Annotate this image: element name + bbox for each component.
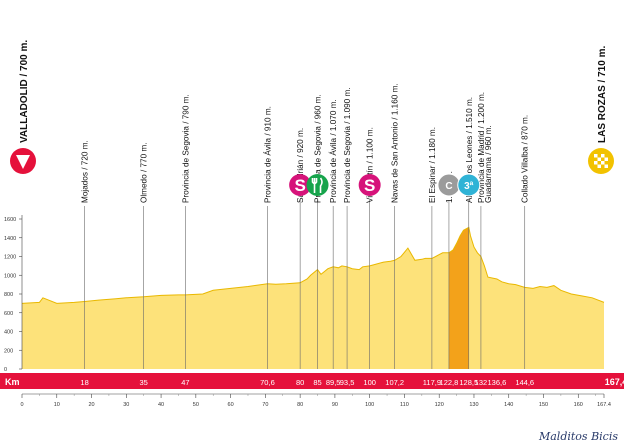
x-tick-label: 30 bbox=[123, 402, 129, 408]
checkered-square bbox=[604, 157, 608, 161]
landmark-label: Mojados / 720 m. bbox=[81, 140, 90, 203]
checkered-square bbox=[594, 161, 598, 165]
km-band-value: 47 bbox=[181, 378, 189, 387]
checkered-square bbox=[597, 157, 601, 161]
landmark-label: Guadarrama / 960 m. bbox=[484, 125, 493, 203]
checkered-square bbox=[604, 164, 608, 168]
y-tick-label: 1400 bbox=[4, 236, 16, 242]
y-tick-label: 1000 bbox=[4, 273, 16, 279]
sprint-marker-label: S bbox=[294, 176, 305, 195]
km-band-value: 89,5 bbox=[326, 378, 341, 387]
landmark-label: Provincia de Segovia / 960 m. bbox=[314, 94, 323, 203]
landmark-label: Provincia de Ávila / 910 m. bbox=[262, 106, 272, 203]
km-band-value: 136,6 bbox=[488, 378, 507, 387]
landmark-label: Navas de San Antonio / 1.160 m. bbox=[391, 83, 400, 203]
km-band-value: 122,8 bbox=[440, 378, 459, 387]
landmark-label: Olmedo / 770 m. bbox=[140, 142, 149, 203]
y-axis: 0 200 400 600 800 1000 1200 1400 1600 bbox=[4, 215, 23, 373]
landmark-label: Provincia de Ávila / 1.070 m. bbox=[328, 99, 338, 203]
landmark-label: Sanchidrián / 920 m. bbox=[296, 128, 305, 203]
km-band-value: 128,5 bbox=[459, 378, 478, 387]
landmark-label: El Espinar / 1.180 m. bbox=[428, 127, 437, 203]
finish-label: LAS ROZAS / 710 m. bbox=[597, 46, 608, 143]
climb-shade bbox=[448, 227, 469, 369]
x-tick-label: 80 bbox=[297, 402, 303, 408]
landmark-label: Collado Villalba / 870 m. bbox=[521, 115, 530, 203]
km-band-value: 107,2 bbox=[385, 378, 404, 387]
y-tick-label: 1200 bbox=[4, 255, 16, 261]
climb-marker-label: C bbox=[445, 181, 452, 192]
start-flag: VALLADOLID / 700 m. bbox=[10, 40, 36, 174]
start-arrow-icon bbox=[16, 155, 30, 169]
landmark-label: Provincia de Segovia / 790 m. bbox=[181, 94, 190, 203]
profile-fill bbox=[22, 227, 604, 369]
sprint-marker bbox=[289, 174, 312, 196]
y-tick-label: 200 bbox=[4, 348, 13, 354]
km-band-value: 100 bbox=[363, 378, 376, 387]
landmark-label: Villacastín / 1.100 m. bbox=[366, 127, 375, 203]
landmark-labels: Mojados / 720 m. Olmedo / 770 m. Provincia… bbox=[81, 83, 530, 369]
checkered-square bbox=[601, 154, 605, 158]
y-tick-label: 800 bbox=[4, 292, 13, 298]
y-tick-label: 400 bbox=[4, 330, 13, 336]
checkered-square bbox=[597, 164, 601, 168]
km-band-value: 18 bbox=[80, 378, 88, 387]
x-axis: 0 10 20 30 40 50 60 70 80 90 100 110 120 130 140 150 160… bbox=[20, 393, 611, 408]
x-tick-label: 130 bbox=[469, 402, 478, 408]
x-tick-label: 167.4 bbox=[597, 402, 611, 408]
sprint-marker bbox=[358, 174, 381, 196]
km-band-value: 93,5 bbox=[340, 378, 355, 387]
x-tick-label: 60 bbox=[228, 402, 234, 408]
km-band-value: 117,9 bbox=[423, 378, 441, 387]
km-band-value: 167,4 bbox=[605, 377, 624, 387]
x-tick-label: 50 bbox=[193, 402, 199, 408]
climb-marker-label: 3ª bbox=[464, 181, 474, 192]
km-band-value: 35 bbox=[140, 378, 148, 387]
landmark-label: Provincia de Segovia / 1.090 m. bbox=[343, 87, 352, 203]
x-tick-label: 0 bbox=[20, 402, 23, 408]
x-tick-label: 150 bbox=[539, 402, 548, 408]
profile-area bbox=[21, 226, 605, 369]
sprint-marker-label: S bbox=[364, 176, 375, 195]
checkered-square bbox=[594, 154, 598, 158]
km-band-bar bbox=[0, 373, 624, 389]
x-tick-label: 40 bbox=[158, 402, 164, 408]
km-band-value: 85 bbox=[313, 378, 321, 387]
km-band-value: 132 bbox=[475, 378, 488, 387]
watermark-logo: Malditos Bicis bbox=[538, 430, 618, 443]
x-tick-label: 100 bbox=[365, 402, 374, 408]
x-tick-label: 90 bbox=[332, 402, 338, 408]
x-tick-label: 160 bbox=[574, 402, 583, 408]
km-band-title: Km bbox=[5, 377, 20, 387]
stage-markers: S S C 3ª bbox=[289, 173, 481, 197]
feed-zone-marker bbox=[306, 174, 329, 196]
checkered-square bbox=[601, 161, 605, 165]
profile-line bbox=[21, 226, 605, 304]
x-tick-label: 140 bbox=[504, 402, 513, 408]
climb-marker bbox=[457, 173, 481, 197]
cutlery-icon bbox=[311, 177, 323, 193]
x-tick-label: 110 bbox=[400, 402, 409, 408]
start-label: VALLADOLID / 700 m. bbox=[19, 40, 30, 143]
y-tick-label: 600 bbox=[4, 311, 13, 317]
km-band-value: 80 bbox=[296, 378, 304, 387]
y-tick-label: 1600 bbox=[4, 217, 16, 223]
x-tick-label: 120 bbox=[435, 402, 444, 408]
x-tick-label: 70 bbox=[262, 402, 268, 408]
km-band: Km 18 35 47 70,6 80 85 89,5 93,5 100 107,2 117,9122… bbox=[0, 373, 624, 389]
x-tick-label: 20 bbox=[88, 402, 94, 408]
km-band-value: 70,6 bbox=[260, 378, 275, 387]
km-band-value: 144,6 bbox=[515, 378, 534, 387]
landmark-label: Alto de los Leones / 1.510 m. bbox=[465, 97, 474, 203]
landmark-label: Provincia de Madrid / 1.200 m. bbox=[477, 92, 486, 203]
x-tick-label: 10 bbox=[54, 402, 60, 408]
y-tick-label: 0 bbox=[4, 367, 7, 373]
finish-flag: LAS ROZAS / 710 m. bbox=[588, 46, 614, 174]
